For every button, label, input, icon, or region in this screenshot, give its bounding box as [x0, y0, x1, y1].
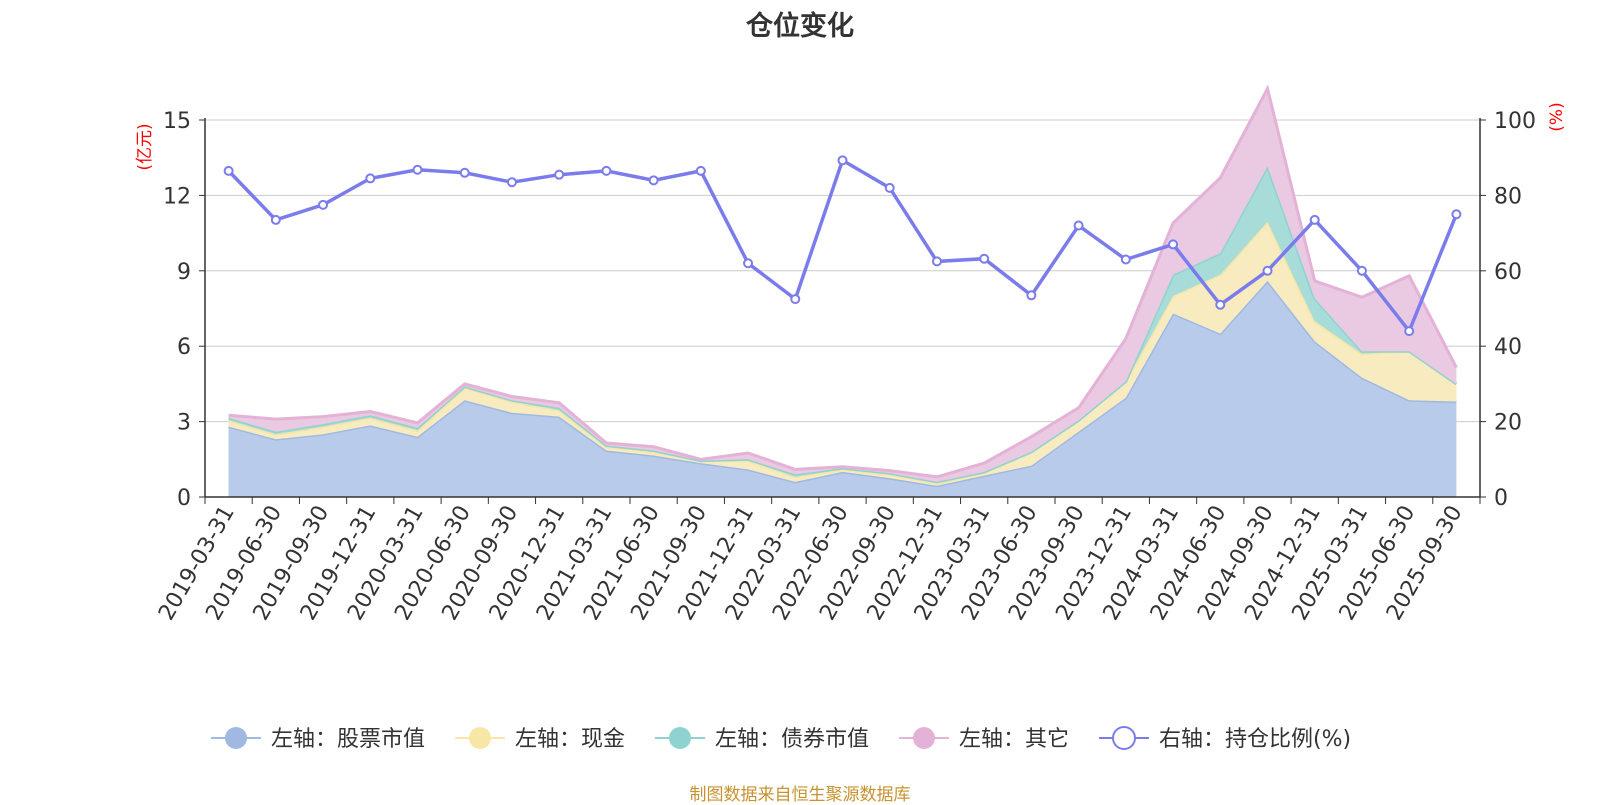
right-axis-tick-label: 0: [1494, 486, 1508, 511]
left-axis-tick-label: 15: [163, 109, 191, 134]
ratio-point: [1309, 214, 1320, 225]
ratio-point: [459, 167, 470, 178]
ratio-point: [648, 175, 659, 186]
legend-label: 左轴：债券市值: [715, 727, 869, 752]
ratio-point: [790, 294, 801, 305]
ratio-point: [412, 164, 423, 175]
area-series-fill: [228, 280, 1457, 497]
ratio-point: [318, 199, 329, 210]
left-axis-tick-label: 0: [177, 486, 191, 511]
ratio-point: [506, 177, 517, 188]
ratio-point: [365, 173, 376, 184]
legend-label: 左轴：现金: [515, 727, 625, 752]
right-axis-tick-label: 100: [1494, 109, 1536, 134]
ratio-point: [743, 258, 754, 269]
legend-label: 左轴：股票市值: [271, 727, 425, 752]
ratio-point: [1451, 209, 1462, 220]
chart-title: 仓位变化: [746, 11, 854, 42]
ratio-point: [695, 165, 706, 176]
ratio-point: [554, 169, 565, 180]
right-axis-unit: (%): [1547, 102, 1567, 131]
ratio-point: [931, 256, 942, 267]
ratio-point: [1404, 326, 1415, 337]
data-source-note: 制图数据来自恒生聚源数据库: [689, 785, 911, 805]
legend-label: 右轴：持仓比例(%): [1159, 727, 1351, 752]
ratio-point: [1026, 290, 1037, 301]
right-axis-tick-label: 80: [1494, 184, 1522, 209]
legend-label: 左轴：其它: [959, 727, 1069, 752]
ratio-point: [1073, 220, 1084, 231]
left-axis-tick-label: 3: [177, 411, 191, 436]
legend-marker: [913, 727, 935, 749]
right-axis-tick-label: 20: [1494, 411, 1522, 436]
right-axis-tick-label: 60: [1494, 260, 1522, 285]
ratio-point: [270, 214, 281, 225]
legend-marker: [669, 727, 691, 749]
ratio-point: [1262, 265, 1273, 276]
legend-marker: [1112, 726, 1136, 750]
ratio-point: [884, 182, 895, 193]
ratio-point: [1120, 254, 1131, 265]
ratio-point: [223, 165, 234, 176]
legend-marker: [225, 727, 247, 749]
legend-marker: [469, 727, 491, 749]
left-axis-unit: (亿元): [135, 123, 155, 170]
ratio-point: [1168, 239, 1179, 250]
left-axis-tick-label: 9: [177, 260, 191, 285]
right-axis-tick-label: 40: [1494, 335, 1522, 360]
ratio-point: [837, 155, 848, 166]
ratio-point: [1215, 299, 1226, 310]
ratio-point: [979, 253, 990, 264]
ratio-point: [601, 165, 612, 176]
ratio-point: [1356, 265, 1367, 276]
area-series-line: [228, 84, 1458, 479]
left-axis-tick-label: 12: [163, 184, 191, 209]
left-axis-tick-label: 6: [177, 335, 191, 360]
